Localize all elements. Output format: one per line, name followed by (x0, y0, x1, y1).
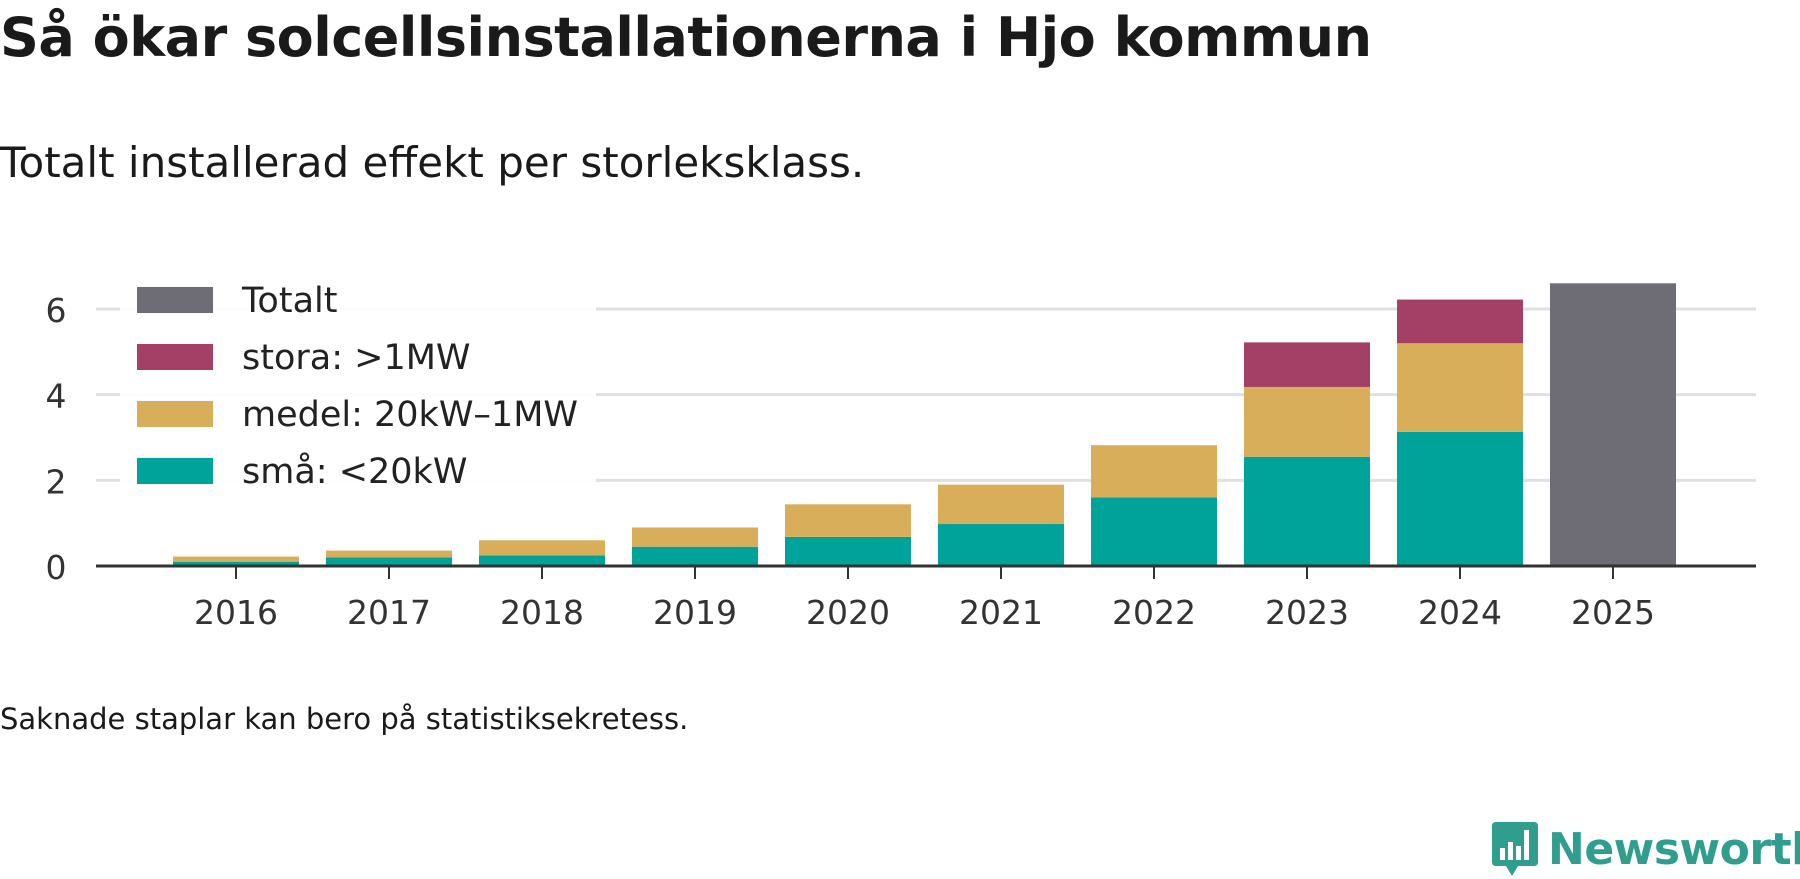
legend: Totalt stora: >1MW medel: 20kW–1MW små: <20… (120, 270, 596, 500)
bar-medel-2022 (1091, 445, 1217, 498)
bar-medel-2021 (938, 484, 1064, 525)
bar-sma-2018 (479, 555, 605, 566)
bar-totalt-2025 (1550, 283, 1676, 566)
y-tick-label: 4 (46, 377, 67, 416)
footnote: Saknade staplar kan bero på statistiksek… (0, 702, 689, 736)
chart-subtitle: Totalt installerad effekt per storlekskl… (0, 138, 865, 187)
bar-sma-2022 (1091, 497, 1217, 566)
bar-stora-2023 (1244, 342, 1370, 387)
x-tick-label: 2020 (806, 593, 890, 632)
stacked-bar-chart: Totalt stora: >1MW medel: 20kW–1MW små: <20… (45, 270, 1756, 632)
x-tick-label: 2016 (194, 593, 278, 632)
x-tick-label: 2021 (959, 593, 1043, 632)
bar-sma-2021 (938, 524, 1064, 566)
x-tick-label: 2018 (500, 593, 584, 632)
y-tick-label: 6 (46, 291, 67, 330)
x-tick-label: 2023 (1265, 593, 1349, 632)
legend-label-stora: stora: >1MW (242, 338, 471, 378)
brand-logo: Newsworthy (1490, 820, 1800, 878)
x-tick-label: 2025 (1571, 593, 1655, 632)
chart-title: Så ökar solcellsinstallationerna i Hjo k… (0, 6, 1372, 69)
y-tick-label: 2 (46, 462, 67, 501)
bar-sma-2024 (1397, 431, 1523, 566)
bar-medel-2019 (632, 527, 758, 547)
legend-label-totalt: Totalt (241, 281, 337, 321)
legend-swatch-sma (137, 458, 213, 484)
legend-label-sma: små: <20kW (242, 451, 467, 492)
legend-swatch-totalt (137, 287, 213, 313)
bar-sma-2016 (173, 561, 299, 566)
bar-sma-2019 (632, 546, 758, 566)
bar-medel-2023 (1244, 386, 1370, 457)
bar-stora-2024 (1397, 299, 1523, 344)
legend-label-medel: medel: 20kW–1MW (242, 395, 578, 435)
legend-swatch-stora (137, 344, 213, 370)
bar-sma-2017 (326, 557, 452, 566)
bar-sma-2020 (785, 536, 911, 566)
bar-group (173, 283, 1676, 566)
bar-medel-2020 (785, 504, 911, 537)
x-tick-label: 2017 (347, 593, 431, 632)
x-tick-label: 2024 (1418, 593, 1502, 632)
newsworthy-logo-icon (1492, 822, 1538, 876)
y-tick-label: 0 (46, 548, 67, 587)
bar-sma-2023 (1244, 456, 1370, 566)
bar-medel-2016 (173, 556, 299, 562)
bar-medel-2024 (1397, 343, 1523, 432)
legend-swatch-medel (137, 401, 213, 427)
bar-medel-2018 (479, 540, 605, 556)
brand-name: Newsworthy (1548, 823, 1800, 875)
axes: 0 2 4 6 2016 2017 2018 2019 2020 2021 2022 2023 2024… (46, 291, 1756, 632)
bar-medel-2017 (326, 550, 452, 558)
x-tick-label: 2022 (1112, 593, 1196, 632)
x-tick-label: 2019 (653, 593, 737, 632)
